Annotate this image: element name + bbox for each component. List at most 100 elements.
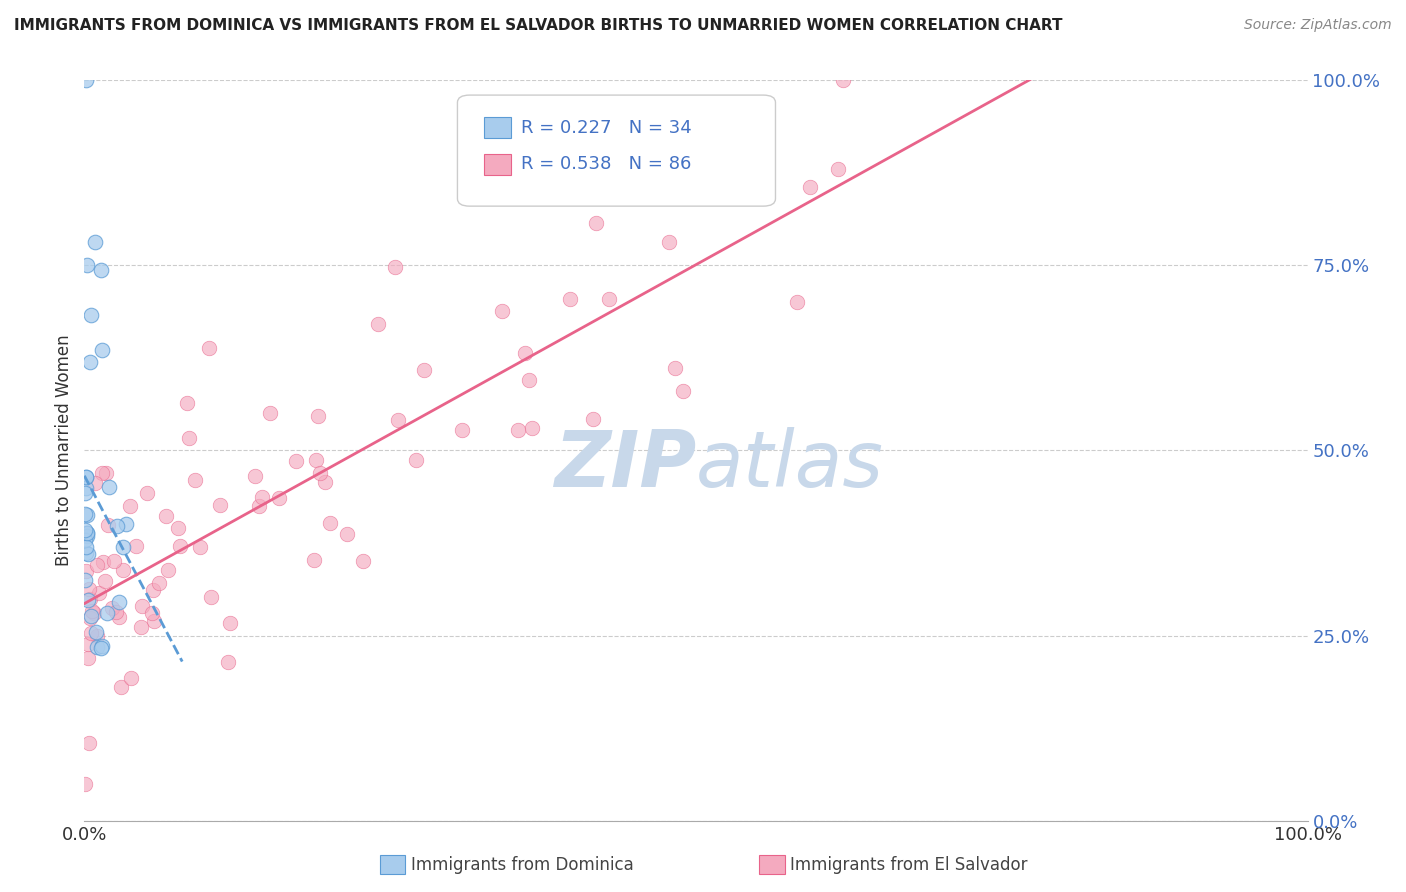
Point: [672, 384, 695, 399]
Point: [77, 650, 100, 665]
Point: [243, 468, 266, 483]
Point: [252, 490, 274, 504]
Bar: [484, 154, 512, 175]
Point: [184, 473, 207, 487]
Point: [413, 363, 436, 377]
Point: [142, 582, 165, 597]
Point: [94, 466, 117, 480]
Point: [200, 590, 222, 604]
Point: [141, 607, 163, 621]
Point: [107, 595, 129, 609]
Point: [105, 518, 128, 533]
Point: [302, 553, 325, 567]
Point: [86, 640, 108, 654]
Text: Immigrants from Dominica: Immigrants from Dominica: [411, 856, 633, 874]
Point: [309, 466, 332, 480]
Point: [247, 499, 270, 513]
Point: [103, 554, 125, 568]
Point: [73, 776, 96, 791]
Point: [405, 452, 427, 467]
Point: [209, 499, 232, 513]
Point: [75, 485, 97, 500]
Point: [125, 539, 148, 553]
Point: [76, 526, 98, 541]
Text: Source: ZipAtlas.com: Source: ZipAtlas.com: [1244, 18, 1392, 32]
Point: [167, 521, 190, 535]
Point: [79, 611, 101, 625]
Point: [73, 523, 96, 537]
Point: [73, 573, 96, 587]
Text: R = 0.227   N = 34: R = 0.227 N = 34: [522, 119, 692, 136]
Point: [259, 406, 281, 420]
Point: [83, 235, 105, 250]
Point: [93, 574, 115, 588]
Point: [169, 539, 191, 553]
Point: [367, 317, 389, 331]
Point: [336, 527, 359, 541]
Point: [76, 528, 98, 542]
Bar: [484, 118, 512, 138]
Point: [75, 481, 97, 495]
Point: [353, 554, 375, 568]
Point: [120, 671, 142, 685]
Point: [76, 259, 98, 273]
Point: [198, 341, 221, 355]
Point: [90, 641, 112, 656]
Point: [585, 216, 607, 230]
Text: atlas: atlas: [696, 427, 884, 503]
Point: [120, 499, 142, 513]
Point: [84, 476, 107, 491]
Point: [786, 294, 808, 309]
Point: [450, 423, 472, 437]
Point: [77, 547, 100, 561]
Point: [108, 609, 131, 624]
Point: [582, 412, 605, 426]
Point: [80, 626, 103, 640]
Text: R = 0.538   N = 86: R = 0.538 N = 86: [522, 155, 692, 173]
Point: [97, 517, 120, 532]
Point: [517, 374, 540, 388]
Y-axis label: Births to Unmarried Women: Births to Unmarried Women: [55, 334, 73, 566]
Point: [387, 413, 409, 427]
Point: [188, 541, 211, 555]
Point: [77, 736, 100, 750]
Point: [75, 507, 97, 521]
Point: [658, 235, 681, 249]
Point: [799, 179, 821, 194]
Point: [217, 656, 239, 670]
Point: [96, 606, 118, 620]
Point: [314, 475, 336, 489]
Point: [131, 599, 153, 614]
Point: [91, 555, 114, 569]
Text: Immigrants from El Salvador: Immigrants from El Salvador: [790, 856, 1028, 874]
Point: [77, 637, 100, 651]
Point: [90, 343, 112, 357]
Point: [157, 563, 180, 577]
Point: [142, 614, 165, 628]
Point: [129, 620, 152, 634]
Point: [75, 546, 97, 560]
Point: [75, 470, 97, 484]
Point: [754, 163, 776, 178]
Point: [79, 591, 101, 606]
Point: [76, 526, 98, 541]
Point: [79, 354, 101, 368]
Point: [598, 292, 620, 306]
Point: [97, 481, 120, 495]
Point: [77, 592, 100, 607]
Point: [384, 260, 406, 274]
Point: [506, 424, 529, 438]
Point: [90, 467, 112, 481]
Text: ZIP: ZIP: [554, 427, 696, 503]
Point: [148, 576, 170, 591]
Point: [307, 409, 329, 423]
Point: [77, 582, 100, 597]
Point: [75, 470, 97, 484]
Point: [73, 533, 96, 548]
Point: [135, 486, 157, 500]
Point: [86, 558, 108, 573]
Point: [177, 431, 200, 445]
Point: [80, 608, 103, 623]
Text: IMMIGRANTS FROM DOMINICA VS IMMIGRANTS FROM EL SALVADOR BIRTHS TO UNMARRIED WOME: IMMIGRANTS FROM DOMINICA VS IMMIGRANTS F…: [14, 18, 1063, 33]
Point: [112, 563, 135, 577]
